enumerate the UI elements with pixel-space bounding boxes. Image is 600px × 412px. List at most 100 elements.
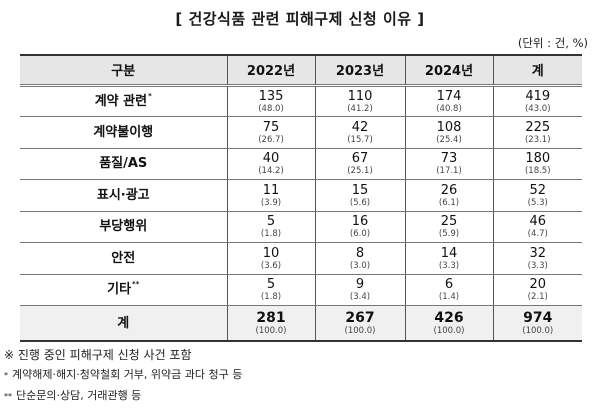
value-cell: 426 (100.0) xyxy=(404,305,493,342)
table-row: 표시·광고 11 (3.9) 15 (5.6) 26 (6.1) 52 (5.3) xyxy=(20,179,582,212)
header-2022: 2022년 xyxy=(226,54,315,87)
percent-value: (1.8) xyxy=(260,292,282,302)
percent-value: (43.0) xyxy=(524,103,551,114)
footnote-2: * 계약해제·해지·청약철회 거부, 위약금 과다 청구 등 xyxy=(4,365,242,386)
percent-value: (25.4) xyxy=(436,134,462,145)
value-cell: 46 (4.7) xyxy=(492,211,582,243)
row-label-text: 계약 관련 xyxy=(94,93,148,109)
complaint-reasons-table: 구분 2022년 2023년 2024년 계 계약 관련* 135 (48.0) 11… xyxy=(20,54,582,342)
count-value: 25 xyxy=(440,214,458,229)
count-value: 267 xyxy=(345,309,375,326)
percent-value: (26.7) xyxy=(258,134,284,145)
value-cell: 108 (25.4) xyxy=(404,116,493,149)
count-value: 5 xyxy=(266,214,276,229)
header-total: 계 xyxy=(492,54,582,87)
row-label-text: 부당행위 xyxy=(99,219,148,235)
percent-value: (23.1) xyxy=(524,134,551,145)
percent-value: (15.7) xyxy=(347,134,373,145)
count-value: 6 xyxy=(444,277,454,292)
count-value: 426 xyxy=(434,309,464,326)
value-cell: 135 (48.0) xyxy=(226,85,315,117)
count-value: 180 xyxy=(525,151,551,166)
percent-value: (100.0) xyxy=(344,325,376,336)
value-cell: 73 (17.1) xyxy=(404,148,493,180)
count-value: 67 xyxy=(351,151,369,166)
value-cell: 14 (3.3) xyxy=(404,242,493,275)
footnotes: ※ 진행 중인 피해구제 신청 사건 포함 * 계약해제·해지·청약철회 거부, … xyxy=(4,345,242,407)
table-row: 계약 관련* 135 (48.0) 110 (41.2) 174 (40.8) 419 (43.… xyxy=(20,85,582,117)
header-2024: 2024년 xyxy=(404,54,493,87)
count-value: 32 xyxy=(529,245,547,261)
total-row: 계 281 (100.0) 267 (100.0) 426 (100.0) 974 (100.0… xyxy=(20,305,582,342)
value-cell: 9 (3.4) xyxy=(314,274,405,306)
value-cell: 20 (2.1) xyxy=(492,274,582,306)
percent-value: (17.1) xyxy=(436,166,462,176)
row-label: 계약 관련* xyxy=(20,85,227,117)
value-cell: 281 (100.0) xyxy=(226,305,315,342)
percent-value: (6.0) xyxy=(349,229,371,239)
value-cell: 974 (100.0) xyxy=(492,305,582,342)
count-value: 11 xyxy=(262,182,280,198)
footnote-3: ** 단순문의·상담, 거래관행 등 xyxy=(4,386,242,407)
percent-value: (48.0) xyxy=(258,103,284,114)
footnote-mark: * xyxy=(148,91,152,100)
value-cell: 52 (5.3) xyxy=(492,179,582,212)
count-value: 52 xyxy=(529,182,547,198)
footnote-2-text: 계약해제·해지·청약철회 거부, 위약금 과다 청구 등 xyxy=(12,368,243,381)
value-cell: 267 (100.0) xyxy=(314,305,405,342)
percent-value: (5.6) xyxy=(349,197,371,208)
table-row: 부당행위 5 (1.8) 16 (6.0) 25 (5.9) 46 (4.7) xyxy=(20,211,582,243)
percent-value: (6.1) xyxy=(438,197,460,208)
percent-value: (14.2) xyxy=(258,166,284,176)
count-value: 20 xyxy=(529,277,547,292)
table-row: 기타** 5 (1.8) 9 (3.4) 6 (1.4) 20 (2.1) xyxy=(20,274,582,306)
value-cell: 67 (25.1) xyxy=(314,148,405,180)
percent-value: (1.8) xyxy=(260,229,282,239)
footnote-3-text: 단순문의·상담, 거래관행 등 xyxy=(16,389,142,402)
value-cell: 225 (23.1) xyxy=(492,116,582,149)
row-label: 안전 xyxy=(20,242,227,275)
count-value: 46 xyxy=(529,214,547,229)
count-value: 10 xyxy=(262,245,280,261)
footnote-1: ※ 진행 중인 피해구제 신청 사건 포함 xyxy=(4,348,192,362)
count-value: 73 xyxy=(440,151,458,166)
percent-value: (3.4) xyxy=(349,292,371,302)
percent-value: (1.4) xyxy=(438,292,460,302)
percent-value: (3.6) xyxy=(260,260,282,271)
count-value: 26 xyxy=(440,182,458,198)
count-value: 110 xyxy=(347,88,373,104)
row-label: 부당행위 xyxy=(20,211,227,243)
value-cell: 5 (1.8) xyxy=(226,211,315,243)
percent-value: (40.8) xyxy=(436,103,462,114)
count-value: 974 xyxy=(523,309,553,326)
value-cell: 32 (3.3) xyxy=(492,242,582,275)
value-cell: 15 (5.6) xyxy=(314,179,405,212)
row-label-text: 표시·광고 xyxy=(96,187,150,203)
percent-value: (3.0) xyxy=(349,260,371,271)
value-cell: 40 (14.2) xyxy=(226,148,315,180)
unit-label: (단위 : 건, %) xyxy=(517,36,588,50)
count-value: 174 xyxy=(436,88,462,104)
value-cell: 11 (3.9) xyxy=(226,179,315,212)
count-value: 5 xyxy=(266,277,276,292)
count-value: 8 xyxy=(355,245,365,261)
row-label: 기타** xyxy=(20,274,227,306)
percent-value: (2.1) xyxy=(527,292,548,302)
footnote-3-mark: ** xyxy=(4,392,12,401)
value-cell: 6 (1.4) xyxy=(404,274,493,306)
value-cell: 25 (5.9) xyxy=(404,211,493,243)
row-label-text: 안전 xyxy=(111,250,136,266)
percent-value: (5.9) xyxy=(438,229,460,239)
count-value: 15 xyxy=(351,182,369,198)
table-row: 계약불이행 75 (26.7) 42 (15.7) 108 (25.4) 225 (23.1) xyxy=(20,116,582,149)
table-title: [ 건강식품 관련 피해구제 신청 이유 ] xyxy=(175,10,425,28)
value-cell: 5 (1.8) xyxy=(226,274,315,306)
value-cell: 10 (3.6) xyxy=(226,242,315,275)
count-value: 419 xyxy=(525,88,551,104)
percent-value: (3.9) xyxy=(260,197,282,208)
row-label-text: 기타 xyxy=(107,282,132,298)
percent-value: (3.3) xyxy=(527,260,548,271)
row-label-text: 계 xyxy=(117,315,130,331)
row-label: 계약불이행 xyxy=(20,116,227,149)
row-label: 계 xyxy=(20,305,227,342)
